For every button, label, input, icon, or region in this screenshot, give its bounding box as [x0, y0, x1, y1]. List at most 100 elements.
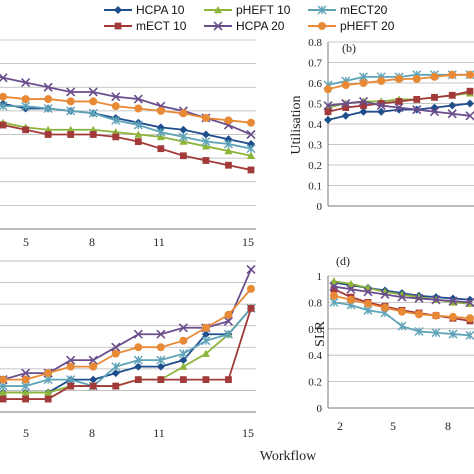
panel-c-pheft-20-point-marker	[134, 343, 143, 352]
panel-b-y-tick-label: 0.5	[308, 99, 322, 111]
panel-c-hcpa-20-point-marker-stroke	[133, 329, 143, 339]
panel-a-mect-10-point-marker	[247, 166, 255, 174]
panel-b-mect-10-point-marker	[324, 108, 332, 116]
panel-a-pheft-20-point-marker	[44, 95, 53, 104]
panel-a-mect20-point-marker	[178, 132, 188, 142]
panel-c-hcpa-20-point-marker	[246, 264, 256, 275]
panel-a-mect-10-point-marker	[202, 157, 210, 164]
panel-c-mect-10-point-marker	[67, 382, 75, 390]
panel-b-series	[323, 70, 474, 124]
panel-a-mect-10-point-marker	[179, 152, 187, 160]
panel-c-hcpa-20-point-marker-stroke	[88, 355, 98, 365]
panel-b-mect-10-point-marker	[377, 100, 385, 107]
panel-b-mect-10-point-marker	[448, 91, 456, 99]
panel-c-hcpa-20-point-marker	[133, 329, 143, 339]
panel-a-mect20-point-marker	[246, 144, 256, 154]
panel-a-x-tick-label: 11	[153, 235, 165, 249]
panel-c-mect20-point-marker	[201, 336, 211, 346]
panel-c-mect20-point-marker	[223, 329, 233, 339]
panel-a-utilisation-chart: 5 8 11 15	[0, 39, 256, 249]
panel-c-mect20-point-marker	[156, 355, 166, 365]
panel-b-gridlines	[328, 41, 474, 207]
panel-d-pheft-20-point-marker	[363, 299, 372, 308]
panel-c-hcpa-20-point-marker	[88, 355, 98, 365]
panel-d-y-tick-label: 0.2	[308, 377, 322, 389]
panel-b-pheft-20-point-marker	[466, 70, 474, 79]
panel-c-pheft-20-point-marker	[156, 343, 165, 352]
panel-d-pheft-20-point-marker	[448, 312, 457, 321]
panel-d-y-tick-label: 0	[317, 403, 323, 415]
panel-a-mect20-point-marker	[133, 120, 143, 130]
panel-a-gridlines	[0, 39, 256, 230]
panel-c-pheft-20-point-marker	[179, 336, 188, 345]
panel-c-mect-10-point-marker	[225, 376, 232, 383]
panel-c-hcpa-20-point-marker	[156, 329, 166, 339]
panel-a-hcpa-20-point-marker-stroke	[88, 87, 98, 97]
panel-c-hcpa-20-point-marker	[111, 342, 121, 352]
panel-b-pheft-20-point-marker	[359, 79, 368, 87]
panel-d-hcpa-20-point-marker-stroke	[414, 293, 424, 304]
panel-b-y-tick-label: 0.3	[308, 140, 322, 152]
panel-b-pheft-20-point-marker	[377, 76, 386, 85]
panel-a-pheft-10-point-marker	[179, 137, 188, 145]
panel-c-mect20-point-marker	[111, 362, 121, 372]
panel-d-y-tick-label: 0.6	[308, 324, 322, 336]
panel-b-hcpa-20-point-marker	[358, 96, 369, 107]
panel-d-pheft-10-point-marker	[329, 277, 338, 285]
panel-c-hcpa-20-point-marker-stroke	[246, 264, 256, 275]
panel-b-pheft-20-point-marker	[448, 70, 457, 79]
panel-a-mect-10-point-marker	[22, 126, 30, 134]
panel-b-hcpa-10-point-marker	[377, 107, 386, 116]
panel-a-pheft-20-point-marker	[0, 92, 8, 101]
legend-hcpa-20: HCPA 20	[204, 19, 285, 33]
panel-b-hcpa-20-point-marker-stroke	[412, 105, 422, 115]
panel-a-series-hcpa-20-line	[0, 76, 252, 136]
legend-pheft-10-marker	[214, 6, 222, 14]
panel-b-hcpa-20-point-marker-stroke	[358, 96, 369, 107]
panel-c-hcpa-10-point-marker	[156, 362, 165, 371]
panel-a-hcpa-20-point-marker-stroke	[246, 129, 256, 140]
panel-a-hcpa-20-point-marker	[43, 82, 53, 92]
panel-a-hcpa-20-point-marker	[246, 129, 256, 140]
panel-c-pheft-20-point-marker	[21, 375, 30, 384]
legend-pheft-10-label: pHEFT 10	[236, 3, 291, 17]
panel-b-hcpa-20-point-marker	[323, 100, 333, 111]
panel-c-hcpa-20-point-marker-stroke	[21, 368, 31, 378]
panel-d-pheft-20-point-marker	[431, 311, 440, 320]
panel-b-mect-10-point-marker	[431, 93, 438, 101]
panel-a-pheft-20-point-marker	[89, 97, 98, 106]
panel-b-y-tick-label: 0.6	[308, 78, 322, 90]
panel-c-mect20-point-marker	[178, 349, 188, 359]
panel-b-y-tick-label: 0.7	[308, 58, 322, 70]
panel-d-y-tick-label: 0.8	[308, 297, 322, 309]
panel-a-hcpa-20-point-marker-stroke	[66, 87, 76, 97]
panel-a-pheft-10-point-marker	[134, 130, 143, 138]
panel-c-x-tick-label: 5	[23, 426, 29, 440]
legend-pheft-10: pHEFT 10	[204, 3, 291, 17]
panel-a-mect-10-point-marker	[157, 145, 165, 153]
panel-c-pheft-20-point-marker	[0, 375, 8, 384]
legend-hcpa-20-label: HCPA 20	[236, 19, 285, 33]
panel-a-mect-10-point-marker	[89, 131, 97, 138]
panel-c-mect-10-point-marker	[0, 395, 7, 403]
panel-a-x-tick-label: 5	[23, 235, 29, 249]
panel-d-hcpa-20-point-marker	[380, 289, 390, 300]
panel-b-pheft-20-point-marker	[395, 74, 403, 83]
panel-b-title: (b)	[342, 41, 356, 55]
panel-b-hcpa-10-point-marker	[359, 107, 368, 116]
panel-d-slr-chart: 0 0.2 0.4 0.6 0.8 1 2 5 8 (d) SLR Workflow	[260, 254, 474, 464]
panel-b-pheft-20-point-marker	[412, 74, 421, 83]
panel-c-hcpa-10-point-marker	[179, 356, 188, 365]
panel-d-hcpa-20-point-marker-stroke	[329, 281, 339, 292]
panel-c-hcpa-10-point-marker	[89, 375, 98, 384]
panel-d-series	[329, 277, 474, 340]
panel-a-pheft-20-point-marker	[21, 95, 30, 104]
panel-c-mect-10-point-marker	[89, 382, 97, 390]
panel-a-hcpa-20-point-marker	[111, 92, 121, 102]
panel-a-pheft-20-point-marker	[247, 118, 255, 127]
panel-c-series	[0, 264, 256, 403]
legend-hcpa-10: HCPA 10	[104, 3, 185, 17]
panel-b-y-tick-label: 0.2	[308, 160, 322, 172]
panel-c-hcpa-10-point-marker	[134, 362, 143, 371]
panel-d-hcpa-20-point-marker-stroke	[465, 297, 474, 307]
